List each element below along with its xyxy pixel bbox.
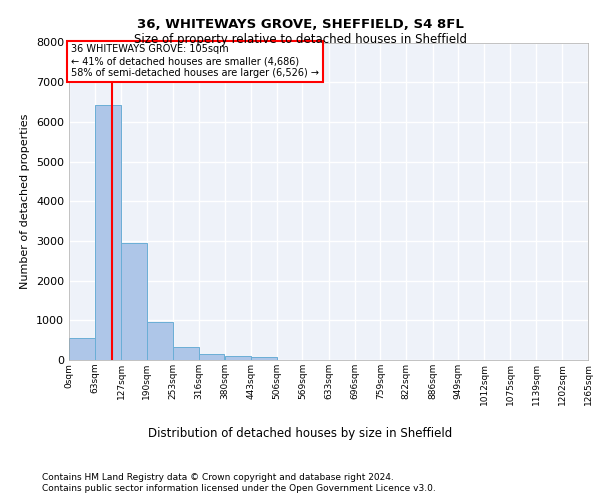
Bar	[225, 356, 251, 360]
Text: Size of property relative to detached houses in Sheffield: Size of property relative to detached ho…	[133, 32, 467, 46]
Text: 36 WHITEWAYS GROVE: 105sqm
← 41% of detached houses are smaller (4,686)
58% of s: 36 WHITEWAYS GROVE: 105sqm ← 41% of deta…	[71, 44, 319, 78]
Text: Contains public sector information licensed under the Open Government Licence v3: Contains public sector information licen…	[42, 484, 436, 493]
Text: Contains HM Land Registry data © Crown copyright and database right 2024.: Contains HM Land Registry data © Crown c…	[42, 472, 394, 482]
Bar	[173, 347, 199, 360]
Bar	[251, 357, 277, 360]
Text: 36, WHITEWAYS GROVE, SHEFFIELD, S4 8FL: 36, WHITEWAYS GROVE, SHEFFIELD, S4 8FL	[137, 18, 463, 30]
Text: Distribution of detached houses by size in Sheffield: Distribution of detached houses by size …	[148, 428, 452, 440]
Bar	[121, 243, 147, 360]
Y-axis label: Number of detached properties: Number of detached properties	[20, 114, 31, 289]
Bar	[95, 105, 121, 360]
Bar	[199, 354, 224, 360]
Bar	[69, 338, 95, 360]
Bar	[147, 322, 173, 360]
